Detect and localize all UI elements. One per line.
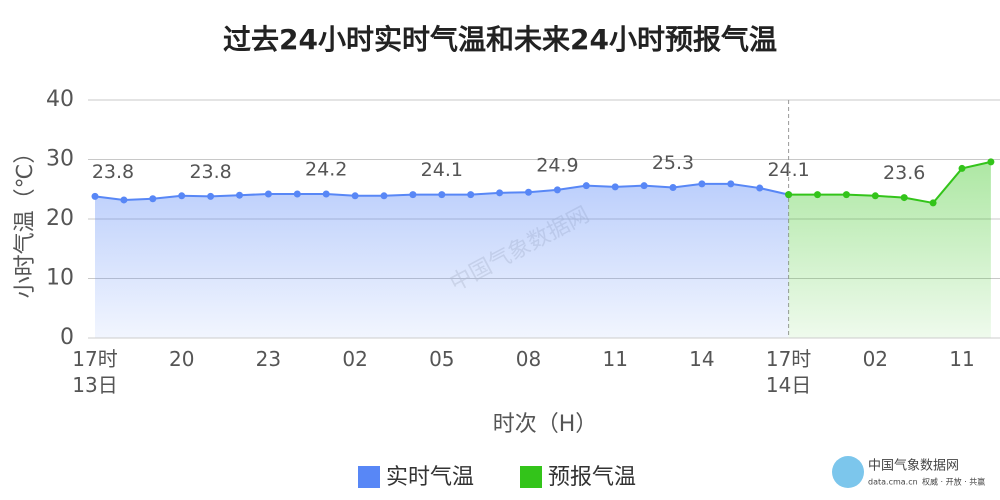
point [814,191,821,199]
y-axis-title: 小时气温（℃） [13,142,38,299]
x-tick-label: 23 [256,347,281,371]
point [611,183,619,191]
point [785,191,793,199]
data-label: 23.8 [189,161,231,183]
legend-swatch[interactable] [358,466,380,488]
point [553,186,561,194]
point [467,191,475,199]
point [958,164,966,172]
brand-name: 中国气象数据网 [868,458,959,474]
point [756,184,764,192]
data-label: 24.2 [305,159,347,181]
point [207,192,215,200]
point [91,192,99,200]
area [788,161,991,338]
x-tick-label: 08 [516,347,541,371]
point [120,196,128,204]
point [149,195,157,203]
point [525,188,532,196]
x-tick-label: 14 [689,347,714,371]
x-tick-label: 02 [863,347,888,371]
point [264,190,272,198]
brand-slogan: 权威 · 开放 · 共赢 [922,477,985,487]
point [640,182,648,190]
point [380,192,388,200]
point [900,194,908,202]
x-tick-label: 17时 13日 [72,347,117,397]
y-tick-label: 40 [46,87,74,112]
x-tick-label: 17时 14日 [766,347,811,397]
data-label: 24.1 [421,159,463,181]
point [409,191,417,199]
legend-label[interactable]: 实时气温 [386,465,474,490]
data-label: 23.8 [92,161,134,183]
x-tick-label: 20 [169,347,194,371]
x-tick-label: 02 [342,347,367,371]
point [322,190,330,198]
y-tick-label: 10 [46,266,74,291]
point [669,183,677,191]
point [351,192,359,200]
data-label: 24.9 [536,154,578,176]
point [178,192,186,200]
point [438,191,446,199]
legend-label[interactable]: 预报气温 [548,465,636,490]
data-label: 25.3 [652,152,694,174]
point [496,189,504,197]
x-tick-label: 11 [602,347,627,371]
point [871,192,879,200]
point [987,158,995,166]
line [788,160,992,205]
legend-swatch[interactable] [520,466,542,488]
y-tick-label: 0 [60,325,74,350]
point [582,182,590,190]
logo [832,456,864,488]
area [95,183,789,338]
point [236,191,243,199]
x-tick-label: 11 [949,347,974,371]
point [842,191,850,199]
chart-title: 过去24小时实时气温和未来24小时预报气温 [223,23,777,56]
data-label: 23.6 [883,162,925,184]
x-tick-label: 05 [429,347,454,371]
y-tick-label: 30 [46,147,74,172]
point [727,180,735,188]
point [698,180,706,188]
x-axis-title: 时次（H） [493,412,598,437]
y-tick-label: 20 [46,206,74,231]
point [929,199,937,207]
point [293,190,301,198]
brand-url: data.cma.cn [868,478,918,487]
